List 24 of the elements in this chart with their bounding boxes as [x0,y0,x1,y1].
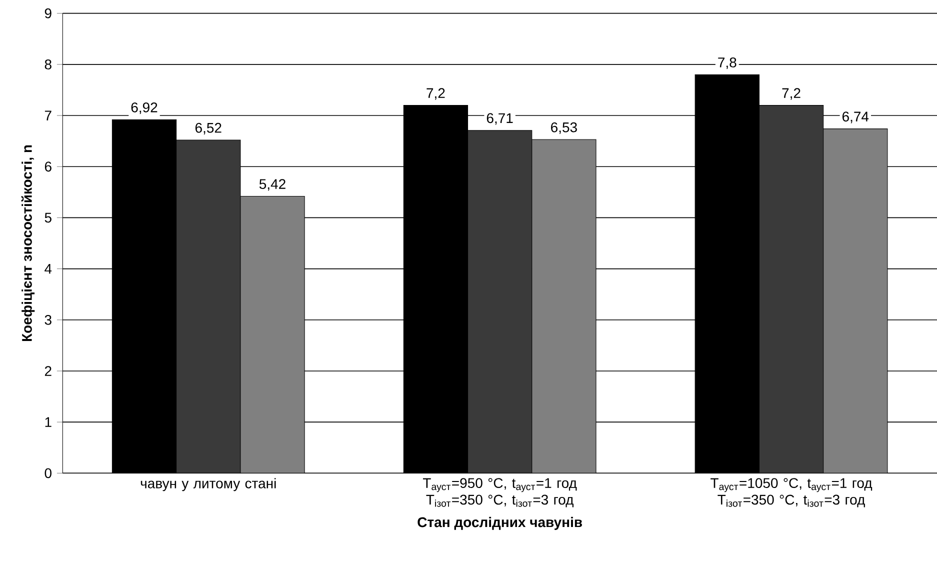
data-label: 7,2 [782,88,800,100]
y-tick-label: 6 [44,161,52,172]
y-tick-label: 2 [44,366,52,376]
data-label: 6,53 [551,122,577,134]
data-label: 7,2 [426,88,445,100]
y-tick-label: 5 [44,212,52,222]
data-label: 5,42 [259,178,286,190]
data-label: 6,92 [131,102,158,114]
y-tick-label: 7 [44,110,52,120]
y-tick-label: 0 [44,468,52,478]
data-label: 7,8 [718,57,736,69]
y-tick-label: 1 [45,417,52,427]
x-tick-label: чавун у литому стані [140,478,276,491]
category-label: Т$_{ауст}$=1050 °C, t$_{ауст}$=1 год Т$_{ізот}$=350 °C, t$_{ізот}$=3 год [710,478,872,508]
y-tick-label: 9 [44,8,52,18]
y-axis-title: Коефіцієнт зносостійкості, n [21,145,35,341]
data-label: 6,52 [195,122,222,134]
x-axis-title: Стан дослідних чавунів [418,516,582,530]
data-label: 6,71 [486,112,513,125]
y-tick-label: 8 [44,59,52,70]
category-label: Т$_{ауст}$=950 °C, t$_{ауст}$=1 год Т$_{ізот}$=350 °C, t$_{ізот}$=3 год [422,478,577,508]
y-tick-label: 3 [44,314,52,325]
y-tick-label: 4 [44,264,52,274]
data-label: 6,74 [842,111,869,123]
